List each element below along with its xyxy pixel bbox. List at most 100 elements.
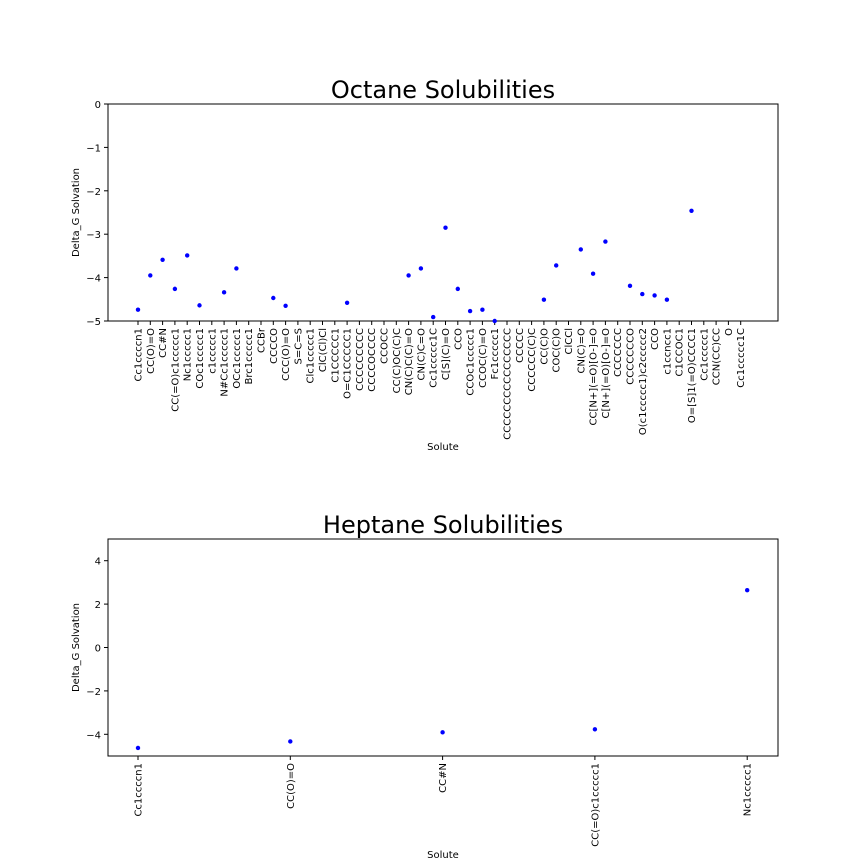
x-tick-label: O=[S]1(=O)CCCC1 (687, 328, 698, 423)
data-point (135, 745, 141, 751)
data-point (271, 295, 276, 301)
y-tick-label: −4 (86, 730, 101, 741)
data-point (603, 239, 608, 244)
y-tick-label: −2 (86, 187, 101, 198)
plot-frame (107, 103, 779, 322)
data-point (135, 307, 141, 312)
data-point (664, 297, 670, 302)
x-axis-label: Solute (427, 850, 459, 861)
y-tick-label: 0 (95, 644, 101, 655)
x-tick-label: CCO (650, 328, 661, 350)
x-tick-label: CN(C)C(C)=O (404, 328, 415, 395)
x-tick-label: CCO (453, 328, 464, 350)
data-point (467, 308, 473, 314)
x-tick-label: CCCCO (269, 328, 280, 364)
x-tick-label: Cc1ccccc1C (429, 328, 440, 388)
y-tick-label: −5 (86, 317, 101, 328)
data-point (652, 293, 657, 298)
y-tick-label: 0 (95, 100, 101, 111)
y-axis-label: Delta_G Solvation (71, 603, 82, 692)
x-tick-label: CC#N (438, 763, 449, 793)
y-tick-label: −4 (86, 274, 101, 285)
x-tick-label: O (724, 328, 735, 336)
data-point (492, 318, 497, 324)
x-tick-label: COc1ccccc1 (195, 328, 206, 389)
data-point (440, 730, 445, 735)
x-tick-label: CCCCOCCCC (367, 328, 378, 392)
data-point (431, 314, 436, 320)
x-tick-label: CC(C)OC(C)C (392, 328, 403, 393)
x-tick-label: CCN(CC)CC (712, 328, 723, 385)
x-tick-label: S=C=S (293, 328, 304, 364)
x-tick-label: Brc1ccccc1 (244, 328, 255, 384)
x-tick-label: CCCCCCCCCCCCCCCC (503, 328, 514, 440)
x-tick-label: CC(C)O (539, 328, 550, 365)
data-point (640, 291, 645, 297)
x-tick-label: O=C1CCCCC1 (343, 328, 354, 399)
x-tick-label: CC[N+](=O)[O-]=O (589, 328, 600, 426)
x-tick-label: Cc1ccccc1C (736, 328, 747, 388)
data-point (172, 286, 178, 292)
data-point (197, 303, 202, 308)
heptane-chart: Heptane Solubilities 4 2 0 −2 −4 Delta_G Solva… (71, 511, 779, 861)
x-tick-label: Cc1ccccn1 (134, 763, 145, 817)
data-point (288, 739, 293, 744)
x-tick-label: CCOC(C)=O (478, 328, 489, 388)
data-point (592, 727, 598, 732)
plot-frame (107, 538, 779, 757)
x-tick-label: c1ccncc1 (662, 328, 673, 375)
data-point (160, 257, 165, 263)
x-tick-label: O(c1ccccc1)c2ccccc2 (638, 328, 649, 435)
data-point (480, 307, 485, 312)
data-point (283, 303, 288, 309)
data-point (578, 247, 583, 252)
data-point (148, 273, 153, 278)
x-tick-label: C1CCOC1 (675, 328, 686, 377)
y-axis-label: Delta_G Solvation (71, 168, 82, 257)
x-tick-label: Nc1ccccc1 (183, 328, 194, 381)
chart-title: Heptane Solubilities (323, 511, 563, 539)
x-tick-label: ClC(Cl)Cl (318, 328, 329, 372)
data-point (406, 273, 411, 278)
x-tick-label: OCc1ccccc1 (232, 328, 243, 389)
x-tick-label: CC#N (158, 328, 169, 358)
x-tick-label: ClCCl (564, 328, 575, 355)
x-tick-label: CCBr (257, 327, 268, 353)
x-tick-label: CCCCCCCO (626, 328, 637, 385)
x-tick-label: COC(C)O (552, 328, 563, 373)
x-tick-label: CCOCC (380, 328, 391, 364)
x-tick-label: Nc1ccccc1 (743, 763, 754, 816)
x-tick-label: CC(=O)c1ccccc1 (170, 328, 181, 412)
x-tick-label: C1CCCCC1 (330, 328, 341, 383)
data-point (234, 266, 239, 271)
data-point (554, 263, 559, 268)
x-tick-label: CCCCCCC (613, 328, 624, 377)
y-tick-label: −2 (86, 687, 101, 698)
data-point (455, 286, 460, 292)
data-point (627, 283, 633, 289)
y-tick-label: −1 (86, 143, 101, 154)
x-tick-label: CC(=O)c1ccccc1 (590, 763, 601, 847)
x-tick-label: Fc1ccccc1 (490, 328, 501, 379)
data-point (185, 253, 190, 258)
x-tick-label: CC(O)=O (146, 328, 157, 374)
y-tick-label: −3 (86, 230, 101, 241)
x-tick-label: CC(O)=O (286, 763, 297, 809)
chart-title: Octane Solubilities (331, 76, 555, 104)
x-tick-label: Cc1ccccn1 (134, 328, 145, 382)
data-point (418, 266, 424, 271)
x-tick-label: c1ccccc1 (207, 328, 218, 374)
data-point (590, 271, 596, 276)
x-tick-label: CCCCC (515, 328, 526, 363)
data-point (541, 297, 547, 302)
data-point (344, 300, 350, 305)
x-tick-label: CN(C)=O (576, 328, 587, 374)
x-tick-label: CCCCCCCCC (355, 328, 366, 391)
x-tick-label: CCC(O)=O (281, 328, 292, 381)
x-axis-label: Solute (427, 442, 459, 453)
x-tick-label: N#Cc1ccccc1 (220, 328, 231, 397)
octane-chart: Octane Solubilities 0 −1 −2 −3 −4 −5 Delta_G So… (71, 76, 779, 453)
y-tick-label: 2 (95, 600, 101, 611)
x-tick-label: CCCCCC(C)C (527, 328, 538, 392)
